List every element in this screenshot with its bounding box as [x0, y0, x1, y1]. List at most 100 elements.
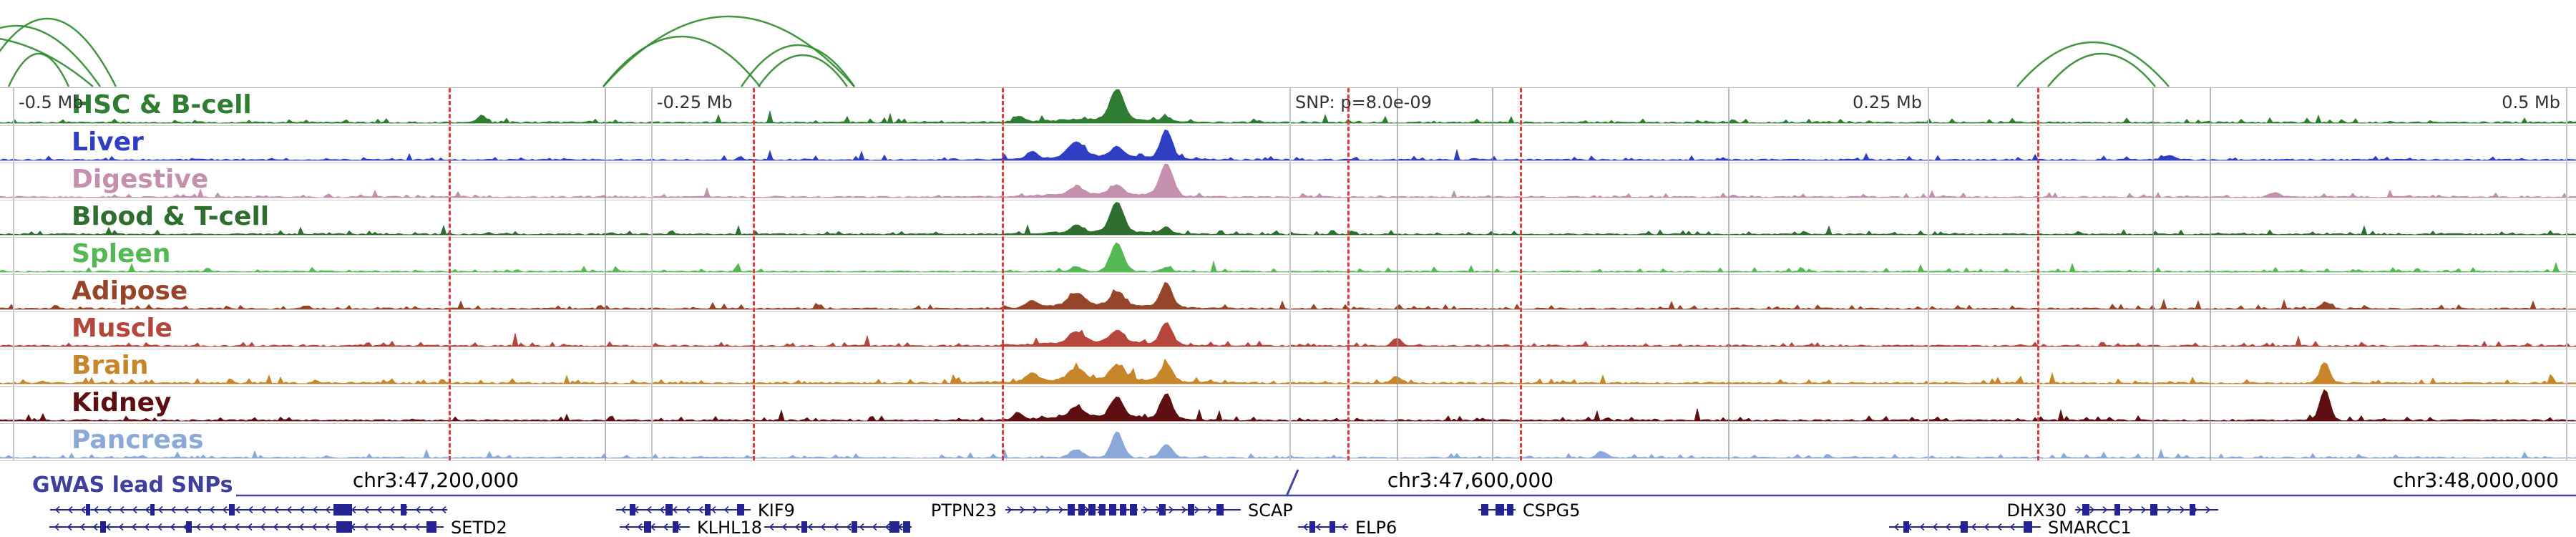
track-label: Muscle	[72, 314, 172, 343]
exon-block	[737, 504, 744, 516]
exon-block	[1078, 504, 1085, 516]
gene-label: SETD2	[451, 518, 507, 537]
gene-klhl18[interactable]: KLHL18	[620, 518, 762, 537]
gene-kif9[interactable]: KIF9	[616, 501, 795, 521]
exon-block	[1496, 504, 1504, 516]
gene-smarcc1[interactable]: SMARCC1	[1889, 518, 2132, 537]
interaction-arc	[757, 54, 849, 87]
signal-plot[interactable]	[0, 125, 2576, 163]
interaction-arc	[2016, 41, 2170, 87]
gene-unnamed[interactable]	[50, 504, 447, 516]
gene-scap[interactable]: SCAP	[1141, 501, 1293, 521]
track-row-blood-t-cell[interactable]: Blood & T-cell	[0, 200, 2576, 238]
track-row-liver[interactable]: Liver	[0, 125, 2576, 163]
exon-block	[1507, 504, 1513, 516]
gene-label: CSPG5	[1523, 501, 1580, 521]
exon-block	[1109, 504, 1116, 516]
track-label: Blood & T-cell	[72, 202, 270, 231]
track-row-adipose[interactable]: Adipose	[0, 274, 2576, 312]
signal-plot[interactable]	[0, 311, 2576, 349]
exon-block	[2150, 504, 2157, 516]
gene-label: DHX30	[2006, 501, 2067, 521]
track-row-hsc-b-cell[interactable]: HSC & B-cell	[0, 88, 2576, 126]
exon-block	[630, 504, 635, 516]
interaction-arc	[602, 35, 761, 87]
signal-plot[interactable]	[0, 349, 2576, 386]
gene-label: ELP6	[1355, 518, 1397, 537]
exon-block	[1099, 504, 1106, 516]
exon-block	[1961, 521, 1968, 533]
track-label: Brain	[72, 351, 149, 380]
signal-plot[interactable]	[0, 237, 2576, 274]
interaction-arcs	[0, 15, 2170, 87]
exon-block	[2114, 504, 2120, 516]
signal-plot[interactable]	[0, 423, 2576, 460]
signal-plot[interactable]	[0, 88, 2576, 125]
exon-block	[1903, 521, 1909, 533]
tracks-region: HSC & B-cell Liver Digestive Blood & T-cell…	[0, 87, 2576, 461]
gene-setd2[interactable]: SETD2	[49, 518, 507, 537]
coordinate-label: chr3:48,000,000	[2392, 468, 2560, 492]
gene-elp6[interactable]: ELP6	[1298, 518, 1397, 537]
exon-block	[852, 521, 857, 533]
strand-left-arrows	[769, 523, 903, 531]
exon-block	[186, 521, 192, 533]
interaction-arc	[7, 53, 70, 87]
signal-plot[interactable]	[0, 200, 2576, 237]
exon-block	[705, 504, 711, 516]
track-row-digestive[interactable]: Digestive	[0, 163, 2576, 200]
exon-block	[801, 521, 807, 533]
exon-block	[1068, 504, 1075, 516]
interaction-arc	[0, 37, 94, 87]
interaction-arc	[602, 15, 855, 87]
lead-snp-marker[interactable]	[1285, 469, 1299, 497]
signal-plot[interactable]	[0, 274, 2576, 311]
exon-block	[1159, 504, 1166, 516]
exon-block	[644, 521, 651, 533]
track-row-kidney[interactable]: Kidney	[0, 386, 2576, 424]
interaction-arc	[0, 24, 102, 87]
exon-block	[2190, 504, 2195, 516]
gene-ptpn23[interactable]: PTPN23	[931, 501, 1138, 521]
scale-tick-label: SNP: p=8.0e-09	[1295, 92, 1432, 112]
scale-tick-label: 0.25 Mb	[1852, 92, 1922, 112]
exon-block	[665, 504, 673, 516]
exon-block	[1188, 504, 1194, 516]
scale-tick-label: -0.5 Mb	[19, 92, 84, 112]
track-label: Adipose	[72, 276, 188, 306]
exon-block	[673, 521, 678, 533]
gene-label: SCAP	[1248, 501, 1293, 521]
track-row-brain[interactable]: Brain	[0, 349, 2576, 387]
interaction-arc	[740, 44, 856, 87]
track-label: Digestive	[72, 165, 209, 194]
exon-block	[903, 521, 910, 533]
gene-cspg5[interactable]: CSPG5	[1478, 501, 1580, 521]
exon-block	[1120, 504, 1126, 516]
exon-block	[2082, 504, 2089, 516]
track-label: Liver	[72, 127, 144, 157]
signal-plot[interactable]	[0, 386, 2576, 423]
exon-block	[1309, 521, 1315, 533]
gene-unnamed[interactable]	[764, 521, 912, 533]
track-row-muscle[interactable]: Muscle	[0, 311, 2576, 349]
gwas-track-label: GWAS lead SNPs	[32, 473, 233, 498]
track-label: Pancreas	[72, 425, 204, 455]
exon-block	[1130, 504, 1137, 516]
gene-label: KLHL18	[697, 518, 762, 537]
signal-plot[interactable]	[0, 163, 2576, 200]
exon-block	[1216, 504, 1224, 516]
gene-label: SMARCC1	[2048, 518, 2132, 537]
interaction-arc	[2047, 52, 2156, 87]
exon-block	[333, 504, 352, 516]
exon-block	[86, 504, 90, 516]
track-row-spleen[interactable]: Spleen	[0, 237, 2576, 275]
exon-block	[1088, 504, 1096, 516]
strand-left-arrows	[1302, 523, 1347, 531]
exon-block	[1481, 504, 1488, 516]
coordinate-label: chr3:47,200,000	[352, 468, 519, 492]
gene-dhx30[interactable]: DHX30	[2006, 501, 2218, 521]
exon-block	[100, 521, 106, 533]
exon-block	[1330, 521, 1335, 533]
track-row-pancreas[interactable]: Pancreas	[0, 423, 2576, 461]
